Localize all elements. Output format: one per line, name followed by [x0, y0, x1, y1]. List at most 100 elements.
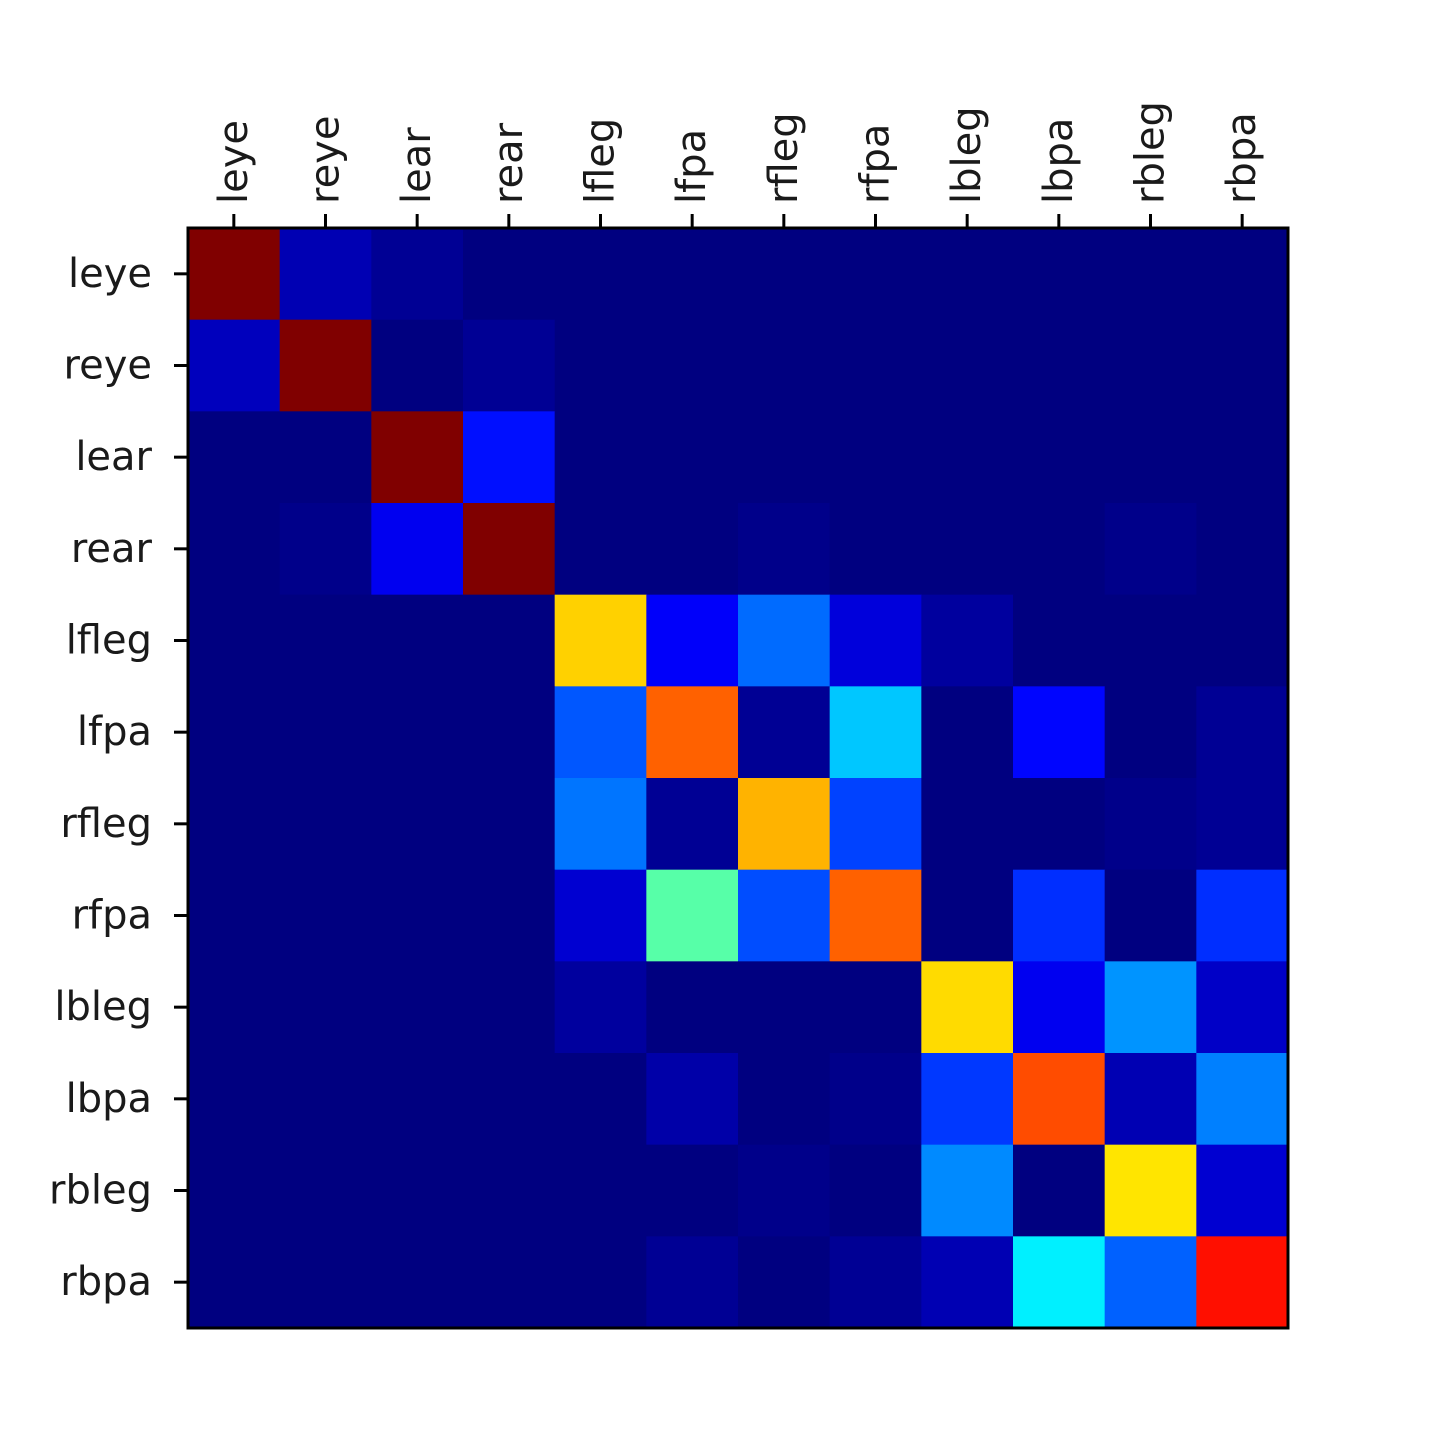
heatmap-cell-rfpa-rfleg [738, 869, 831, 962]
heatmap-cell-lear-lbleg [921, 411, 1014, 504]
y-tick-label: leye [68, 251, 152, 297]
plot-frame [186, 226, 1290, 1330]
heatmap-cell-lfleg-lbpa [1013, 594, 1106, 687]
heatmap-cell-rfpa-lbpa [1013, 869, 1106, 962]
heatmap-cell-rear-lbpa [1013, 503, 1106, 596]
heatmap-cell-lear-rfleg [738, 411, 831, 504]
heatmap-cell-rbleg-rbleg [1104, 1144, 1197, 1237]
heatmap-cell-lbpa-rfleg [738, 1053, 831, 1146]
heatmap-cell-reye-lear [371, 319, 464, 412]
heatmap-cell-lear-rear [463, 411, 556, 504]
heatmap-cell-lbpa-rfpa [829, 1053, 922, 1146]
heatmap-cell-lfpa-rbleg [1104, 686, 1197, 779]
heatmap-cell-rbleg-rfpa [829, 1144, 922, 1237]
heatmap-cell-rear-lfpa [646, 503, 739, 596]
heatmap-cell-reye-rbpa [1196, 319, 1289, 412]
heatmap-cell-lfpa-reye [279, 686, 372, 779]
heatmap-cell-rfpa-lbleg [921, 869, 1014, 962]
heatmap-cell-lfpa-lear [371, 686, 464, 779]
heatmap-cell-lbleg-lbpa [1013, 961, 1106, 1054]
heatmap-cell-lfpa-rfleg [738, 686, 831, 779]
heatmap-cell-lear-leye [188, 411, 281, 504]
heatmap-cell-lfpa-rfpa [829, 686, 922, 779]
heatmap-cell-leye-lear [371, 228, 464, 321]
heatmap-cell-lfleg-lfpa [646, 594, 739, 687]
heatmap-cell-rfleg-leye [188, 778, 281, 871]
heatmap-cell-lear-rbleg [1104, 411, 1197, 504]
heatmap-cell-lfleg-leye [188, 594, 281, 687]
heatmap-cell-rbleg-lfpa [646, 1144, 739, 1237]
heatmap-cell-rfpa-rbleg [1104, 869, 1197, 962]
heatmap-cell-lfleg-rbpa [1196, 594, 1289, 687]
heatmap-cells [188, 228, 1289, 1329]
heatmap-cell-rear-rbleg [1104, 503, 1197, 596]
y-tick-label: reye [64, 343, 152, 389]
heatmap-cell-lbleg-lbleg [921, 961, 1014, 1054]
heatmap-cell-rfleg-lfleg [554, 778, 647, 871]
heatmap-cell-rbpa-rfleg [738, 1236, 831, 1329]
heatmap-cell-lfleg-rear [463, 594, 556, 687]
heatmap-cell-rbpa-lfleg [554, 1236, 647, 1329]
heatmap-cell-lear-lfleg [554, 411, 647, 504]
heatmap-cell-lfleg-rfpa [829, 594, 922, 687]
x-tick-label: rear [486, 122, 532, 204]
heatmap-cell-rfleg-rbpa [1196, 778, 1289, 871]
heatmap-cell-lbpa-lfleg [554, 1053, 647, 1146]
heatmap-cell-rear-lfleg [554, 503, 647, 596]
heatmap-cell-lear-rfpa [829, 411, 922, 504]
heatmap-cell-rfpa-lear [371, 869, 464, 962]
y-tick-label: lfleg [66, 618, 152, 664]
heatmap-cell-rfleg-rfpa [829, 778, 922, 871]
heatmap-cell-reye-lbleg [921, 319, 1014, 412]
heatmap-cell-lfleg-reye [279, 594, 372, 687]
heatmap-cell-leye-rbpa [1196, 228, 1289, 321]
heatmap-cell-lfleg-lbleg [921, 594, 1014, 687]
heatmap-cell-lbpa-reye [279, 1053, 372, 1146]
heatmap-cell-lbleg-leye [188, 961, 281, 1054]
heatmap-cell-leye-lbleg [921, 228, 1014, 321]
heatmap-cell-rear-rfleg [738, 503, 831, 596]
x-tick-label: rfleg [761, 112, 807, 204]
heatmap-cell-rfpa-lfpa [646, 869, 739, 962]
heatmap-cell-lfleg-lear [371, 594, 464, 687]
heatmap-cell-rfpa-lfleg [554, 869, 647, 962]
heatmap-cell-lear-lear [371, 411, 464, 504]
x-tick-label: rbleg [1128, 101, 1174, 204]
heatmap-cell-rear-lear [371, 503, 464, 596]
heatmap-cell-rfleg-lbpa [1013, 778, 1106, 871]
heatmap-cell-reye-lfleg [554, 319, 647, 412]
y-tick-label: lbpa [66, 1076, 152, 1122]
heatmap-cell-leye-rbleg [1104, 228, 1197, 321]
heatmap-cell-lear-reye [279, 411, 372, 504]
heatmap-cell-rbpa-lear [371, 1236, 464, 1329]
heatmap-cell-lbpa-lbpa [1013, 1053, 1106, 1146]
heatmap-cell-lfpa-lbpa [1013, 686, 1106, 779]
heatmap-cell-rbpa-rbleg [1104, 1236, 1197, 1329]
heatmap-cell-rear-leye [188, 503, 281, 596]
heatmap-cell-rfleg-lfpa [646, 778, 739, 871]
heatmap-cell-lbpa-lbleg [921, 1053, 1014, 1146]
heatmap-cell-lfpa-lfleg [554, 686, 647, 779]
heatmap-cell-leye-rfpa [829, 228, 922, 321]
heatmap-cell-lbpa-lear [371, 1053, 464, 1146]
heatmap-cell-lfpa-rear [463, 686, 556, 779]
heatmap-cell-rbpa-lfpa [646, 1236, 739, 1329]
heatmap-cell-rbpa-leye [188, 1236, 281, 1329]
x-tick-label: lfpa [669, 129, 715, 204]
heatmap-cell-reye-rear [463, 319, 556, 412]
y-tick-label: rfleg [60, 801, 152, 847]
heatmap-cell-rbpa-rear [463, 1236, 556, 1329]
heatmap-cell-lfpa-lfpa [646, 686, 739, 779]
heatmap-cell-rfleg-lbleg [921, 778, 1014, 871]
heatmap-cell-rbpa-rbpa [1196, 1236, 1289, 1329]
heatmap-cell-rbleg-leye [188, 1144, 281, 1237]
heatmap-cell-rbleg-lear [371, 1144, 464, 1237]
heatmap-cell-lear-lbpa [1013, 411, 1106, 504]
heatmap-cell-rbpa-lbleg [921, 1236, 1014, 1329]
heatmap-cell-rbleg-rfleg [738, 1144, 831, 1237]
heatmap-cell-rfleg-lear [371, 778, 464, 871]
x-tick-label: reye [303, 116, 349, 204]
heatmap-cell-rfleg-rfleg [738, 778, 831, 871]
y-tick-label: rbleg [49, 1168, 152, 1214]
